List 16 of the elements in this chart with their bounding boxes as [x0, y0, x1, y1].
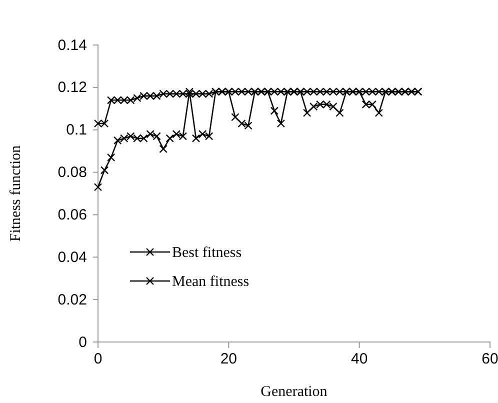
legend-label: Mean fitness [172, 274, 250, 290]
x-tick-label: 0 [94, 350, 102, 368]
legend-label: Best fitness [172, 245, 242, 261]
y-tick-label: 0.02 [58, 291, 87, 308]
y-tick-label: 0.1 [66, 122, 87, 139]
x-axis-title: Generation [260, 384, 328, 400]
x-tick-label: 40 [350, 350, 368, 368]
y-tick-label: 0.04 [58, 248, 87, 266]
y-tick-label: 0.08 [58, 164, 87, 182]
y-tick-label: 0.14 [58, 36, 87, 54]
x-tick-label: 60 [482, 350, 498, 368]
y-axis-title: Fitness function [8, 144, 24, 242]
y-tick-label: 0 [78, 334, 87, 351]
y-tick-label: 0.06 [58, 206, 87, 224]
x-tick-label: 20 [220, 350, 238, 368]
y-tick-label: 0.12 [58, 79, 87, 96]
